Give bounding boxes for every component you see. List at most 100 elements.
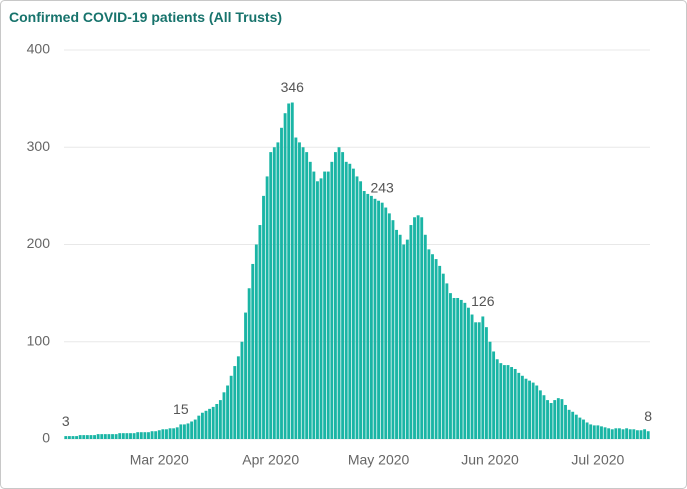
bar <box>484 327 488 439</box>
bar <box>470 314 474 439</box>
x-tick-label: Jul 2020 <box>571 452 624 468</box>
bar <box>416 215 420 439</box>
bar <box>431 254 434 439</box>
bar <box>78 435 82 439</box>
bar <box>395 229 398 439</box>
bar <box>420 217 424 439</box>
bar <box>596 425 600 439</box>
bar <box>129 433 132 439</box>
bar <box>560 399 564 439</box>
bar <box>308 161 312 439</box>
bar <box>326 171 330 439</box>
y-tick-label: 400 <box>27 41 51 57</box>
x-tick-label: Mar 2020 <box>130 452 189 468</box>
bar <box>82 435 86 439</box>
bar <box>477 322 481 439</box>
bar <box>139 432 143 439</box>
bar <box>341 152 345 440</box>
bar <box>603 427 607 439</box>
bar <box>143 432 147 439</box>
bar <box>632 429 636 439</box>
bar <box>355 176 359 440</box>
bar <box>218 400 222 439</box>
bar <box>150 431 154 439</box>
bar <box>574 414 578 439</box>
bar <box>71 436 75 439</box>
bar <box>589 424 593 439</box>
bar <box>240 341 244 439</box>
bar <box>531 382 535 439</box>
bar <box>211 406 215 439</box>
data-label: 126 <box>471 293 495 309</box>
bar <box>247 288 251 439</box>
bar <box>179 424 183 439</box>
bar <box>517 372 521 439</box>
bar <box>506 365 510 439</box>
bar <box>564 404 567 439</box>
bar <box>635 430 639 439</box>
bar <box>175 427 179 439</box>
bar <box>373 198 377 439</box>
bar <box>625 428 629 439</box>
bar <box>535 385 539 439</box>
bar <box>474 322 478 439</box>
bar <box>621 429 625 439</box>
bar <box>215 403 219 439</box>
bar <box>132 433 136 439</box>
bar <box>463 302 467 439</box>
bar <box>578 417 582 439</box>
chart-title: Confirmed COVID-19 patients (All Trusts) <box>9 9 282 25</box>
bar <box>337 147 341 439</box>
bar <box>121 433 125 439</box>
bar <box>427 249 431 439</box>
bar <box>467 307 470 439</box>
bar <box>100 434 104 439</box>
bar <box>172 428 176 439</box>
bar <box>445 283 449 439</box>
bar <box>413 217 416 439</box>
bar <box>567 409 571 439</box>
bar <box>182 424 186 439</box>
bar <box>265 176 269 440</box>
bar <box>585 422 589 439</box>
bar <box>362 191 366 439</box>
bar <box>96 434 100 439</box>
bar <box>236 356 240 439</box>
bar <box>200 412 204 439</box>
bar <box>193 419 197 439</box>
bar <box>542 395 546 439</box>
bar <box>513 368 517 439</box>
bar <box>344 161 348 439</box>
bar <box>643 429 647 439</box>
bar <box>377 200 381 439</box>
bar <box>283 113 287 440</box>
bar <box>492 351 496 439</box>
bar <box>316 181 319 439</box>
bar <box>269 152 273 440</box>
bar <box>276 142 280 439</box>
bar <box>610 429 614 439</box>
bar <box>449 293 452 439</box>
bar <box>75 436 79 439</box>
bar <box>481 316 485 439</box>
bar <box>186 423 190 439</box>
bar <box>262 195 265 439</box>
bar <box>452 297 456 439</box>
bar <box>161 429 165 439</box>
bar <box>510 367 514 439</box>
bar <box>538 390 542 439</box>
bar <box>502 365 506 439</box>
bar <box>456 297 460 439</box>
data-label: 346 <box>281 79 305 95</box>
bar <box>136 432 140 439</box>
bar <box>111 434 114 439</box>
bar <box>348 163 352 439</box>
bar <box>646 431 650 439</box>
bar <box>208 408 212 439</box>
bar <box>147 432 150 439</box>
bar <box>114 434 118 439</box>
bar <box>287 103 291 440</box>
bar <box>165 429 168 439</box>
bar <box>64 436 68 439</box>
